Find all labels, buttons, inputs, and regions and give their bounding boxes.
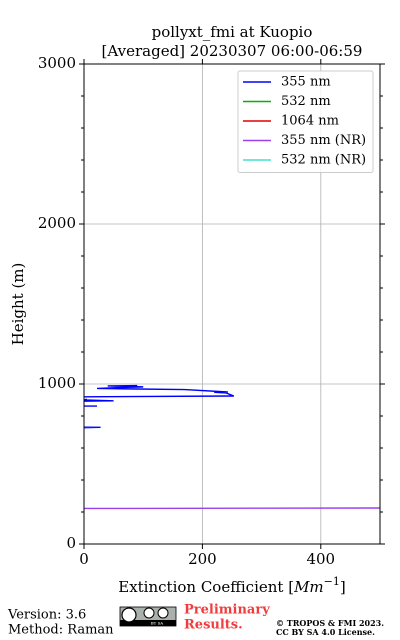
x-tick-label: 0 bbox=[79, 550, 89, 568]
copyright: CC BY SA 4.0 License. bbox=[276, 627, 375, 637]
cc-badge: BY SA bbox=[119, 606, 177, 627]
x-tick-label: 400 bbox=[306, 550, 335, 568]
legend-label: 355 nm (NR) bbox=[281, 133, 366, 148]
y-tick-label: 0 bbox=[66, 534, 76, 552]
status: Results. bbox=[184, 618, 243, 633]
profile-line bbox=[84, 384, 235, 429]
legend-label: 355 nm bbox=[281, 75, 331, 90]
legend-label: 532 nm (NR) bbox=[281, 153, 366, 168]
x-label-exp: −1 bbox=[324, 575, 340, 588]
badge-text: BY SA bbox=[151, 621, 164, 626]
method: Method: Raman bbox=[8, 623, 114, 638]
y-axis-label: Height (m) bbox=[9, 263, 27, 346]
y-tick-label: 1000 bbox=[38, 374, 76, 392]
legend-label: 1064 nm bbox=[281, 114, 339, 129]
legend-box bbox=[237, 70, 374, 173]
plot-frame bbox=[83, 63, 381, 545]
chart-subtitle: [Averaged] 20230307 06:00-06:59 bbox=[102, 42, 363, 60]
chart-title: pollyxt_fmi at Kuopio bbox=[152, 23, 313, 41]
x-label-close: ] bbox=[340, 578, 346, 596]
legend-label: 532 nm bbox=[281, 94, 331, 109]
y-tick-label: 2000 bbox=[38, 214, 76, 232]
x-tick-label: 200 bbox=[188, 550, 217, 568]
x-label-unit: Mm bbox=[293, 578, 324, 596]
x-label-text: Extinction Coefficient [ bbox=[118, 578, 294, 596]
status: Preliminary bbox=[184, 603, 270, 618]
copyright: © TROPOS & FMI 2023. bbox=[276, 618, 384, 628]
x-axis-label: Extinction Coefficient [Mm−1] bbox=[118, 575, 345, 596]
version: Version: 3.6 bbox=[7, 608, 86, 623]
y-tick-label: 3000 bbox=[38, 54, 76, 72]
